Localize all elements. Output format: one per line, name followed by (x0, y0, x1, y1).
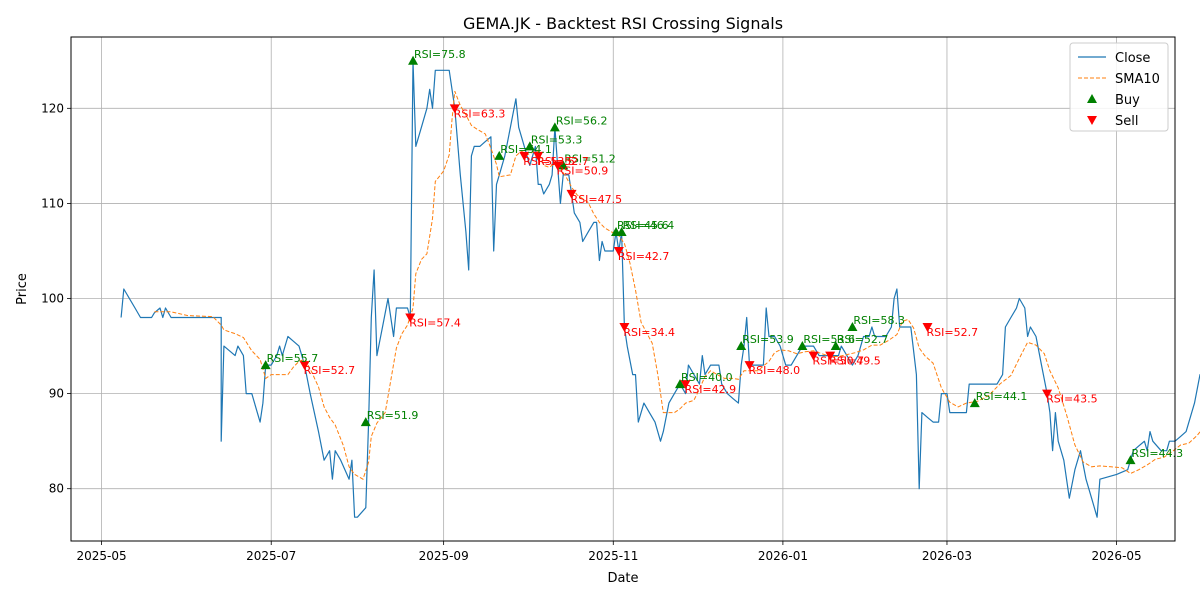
y-axis-label: Price (15, 273, 30, 305)
buy-annotation: RSI=51.2 (564, 152, 616, 165)
buy-marker (969, 398, 980, 408)
sell-annotation: RSI=49.5 (829, 355, 881, 368)
buy-marker (616, 226, 627, 236)
y-tick-label: 90 (49, 387, 64, 401)
legend-label: Close (1115, 51, 1150, 66)
x-axis-label: Date (607, 571, 638, 586)
buy-marker (797, 341, 808, 351)
buy-annotation: RSI=46.4 (623, 219, 675, 232)
buy-annotation: RSI=45.6 (617, 219, 669, 232)
buy-annotation: RSI=51.9 (367, 409, 419, 422)
axes: 2025-05 2025-07 2025-09 2025-11 2026-01 2026-… (41, 101, 1142, 563)
buy-marker (1125, 455, 1136, 465)
x-tick-label: 2026-01 (758, 549, 808, 563)
sell-marker (299, 361, 310, 371)
y-tick-label: 120 (41, 101, 64, 115)
sell-annotation: RSI=48.0 (749, 364, 801, 377)
plot-frame (70, 36, 1176, 542)
buy-marker (408, 55, 419, 65)
x-tick-label: 2026-03 (922, 549, 972, 563)
buy-marker (847, 322, 858, 332)
plot-area (120, 55, 1200, 518)
chart-title: GEMA.JK - Backtest RSI Crossing Signals (463, 14, 783, 33)
sell-marker (1042, 389, 1053, 399)
buy-annotation: RSI=56.2 (556, 114, 608, 127)
sell-annotation: RSI=53.5 (523, 155, 575, 168)
legend: Close SMA10 Buy Sell (1069, 42, 1169, 132)
x-tick-label: 2026-05 (1092, 549, 1142, 563)
sell-annotation: RSI=42.9 (685, 383, 737, 396)
sell-marker (744, 361, 755, 371)
sell-annotation: RSI=42.7 (618, 250, 670, 263)
buy-annotation: RSI=44.3 (1132, 447, 1184, 460)
buy-annotation: RSI=54.1 (500, 143, 552, 156)
signal-annotations: RSI=55.7 RSI=51.9 RSI=75.8 RSI=54.1RSI=53.3… (267, 48, 1184, 460)
legend-label: Sell (1115, 114, 1138, 129)
y-tick-label: 80 (49, 482, 64, 496)
sell-marker (619, 323, 630, 333)
sell-annotation: RSI=52.7 (537, 155, 589, 168)
x-tick-label: 2025-07 (246, 549, 296, 563)
sell-marker (552, 161, 563, 171)
buy-marker (494, 150, 505, 160)
sell-marker (922, 323, 933, 333)
sell-marker (825, 351, 836, 361)
buy-annotation: RSI=52.7 (837, 333, 889, 346)
legend-label: Buy (1115, 93, 1140, 108)
legend-label: SMA10 (1115, 72, 1160, 87)
buy-marker (260, 360, 271, 370)
sell-marker (680, 380, 691, 390)
sell-marker (566, 189, 577, 199)
sma10-series-line (154, 91, 1200, 480)
y-tick-label: 110 (41, 196, 64, 210)
buy-annotation: RSI=40.0 (681, 371, 733, 384)
buy-annotation: RSI=44.1 (976, 390, 1028, 403)
buy-marker (736, 341, 747, 351)
sell-marker (405, 313, 416, 323)
sell-annotation: RSI=43.5 (1046, 393, 1098, 406)
sell-annotation: RSI=50.7 (812, 355, 864, 368)
sell-annotation: RSI=52.7 (304, 364, 356, 377)
sell-annotation: RSI=52.7 (927, 326, 979, 339)
sell-annotation: RSI=57.4 (409, 317, 461, 330)
buy-marker (830, 341, 841, 351)
buy-marker (360, 417, 371, 427)
sell-marker (449, 104, 460, 114)
buy-marker (524, 141, 535, 151)
sell-marker (519, 151, 530, 161)
close-series-line (120, 60, 1200, 518)
legend-box (1069, 42, 1169, 132)
buy-marker (558, 160, 569, 170)
sell-marker (533, 151, 544, 161)
sell-annotation: RSI=47.5 (571, 193, 623, 206)
x-tick-label: 2025-09 (419, 549, 469, 563)
buy-marker (549, 122, 560, 132)
buy-annotation: RSI=75.8 (414, 48, 466, 61)
buy-marker (675, 379, 686, 389)
sell-marker (613, 246, 624, 256)
buy-annotation: RSI=53.9 (742, 333, 794, 346)
buy-annotation: RSI=55.7 (267, 352, 319, 365)
sell-annotation: RSI=50.9 (557, 164, 609, 177)
buy-annotation: RSI=53.6 (803, 333, 855, 346)
y-tick-label: 100 (41, 292, 64, 306)
legend-buy-swatch (1087, 94, 1097, 103)
sell-annotation: RSI=63.3 (454, 107, 506, 120)
x-tick-label: 2025-11 (588, 549, 638, 563)
sell-annotation: RSI=34.4 (623, 326, 675, 339)
x-tick-label: 2025-05 (77, 549, 127, 563)
legend-sell-swatch (1087, 116, 1097, 125)
sell-marker (808, 351, 819, 361)
buy-annotation: RSI=58.3 (853, 314, 905, 327)
buy-annotation: RSI=53.3 (531, 133, 583, 146)
